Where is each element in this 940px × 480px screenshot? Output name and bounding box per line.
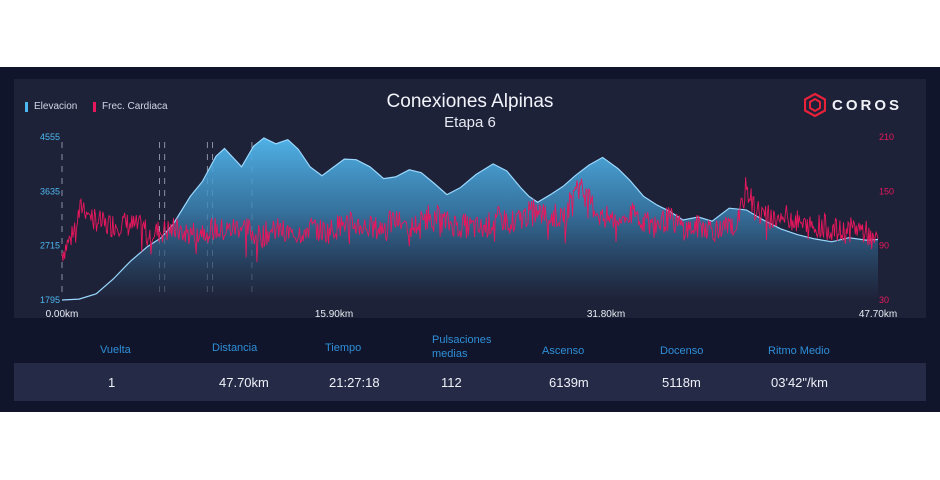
cell-pulsaciones: 112 bbox=[441, 375, 462, 390]
logo-text: COROS bbox=[832, 96, 903, 114]
y-left-tick-label: 1795 bbox=[40, 295, 60, 305]
coros-logo: COROS bbox=[804, 93, 902, 117]
y-right-tick-label: 150 bbox=[879, 186, 894, 196]
x-tick-label: 15.90km bbox=[315, 309, 353, 320]
table-row bbox=[14, 363, 926, 401]
series-layer bbox=[61, 137, 879, 301]
header-pulsaciones: Pulsaciones medias bbox=[432, 334, 492, 360]
header-ritmo: Ritmo Medio bbox=[768, 345, 830, 357]
elevation-line bbox=[61, 137, 879, 301]
cell-distancia: 47.70km bbox=[219, 375, 269, 390]
legend-heart-rate: Frec. Cardiaca bbox=[93, 101, 168, 112]
cell-tiempo: 21:27:18 bbox=[329, 375, 380, 390]
cell-docenso: 5118m bbox=[662, 375, 701, 390]
y-left-tick-label: 3635 bbox=[40, 186, 60, 196]
header-vuelta: Vuelta bbox=[100, 344, 131, 356]
y-right-tick-label: 30 bbox=[879, 295, 889, 305]
header-docenso: Docenso bbox=[660, 345, 704, 357]
axis-layer: 4555 3635 2715 1795 210 150 90 30 0.00km 15.90km 3… bbox=[40, 132, 897, 320]
cell-ritmo: 03'42"/km bbox=[771, 375, 828, 390]
chart-title: Conexiones Alpinas bbox=[386, 91, 554, 112]
y-right-tick-label: 210 bbox=[879, 132, 894, 142]
legend-elevation: Elevacion bbox=[25, 101, 77, 112]
coros-hexagon-icon bbox=[804, 93, 826, 117]
y-left-tick-label: 4555 bbox=[40, 132, 60, 142]
chart-subtitle: Etapa 6 bbox=[444, 114, 496, 131]
header-tiempo: Tiempo bbox=[325, 342, 362, 354]
y-right-tick-label: 90 bbox=[879, 241, 889, 251]
heart-rate-line bbox=[61, 177, 879, 263]
legend-heart-rate-label: Frec. Cardiaca bbox=[102, 101, 168, 112]
cell-ascenso: 6139m bbox=[549, 375, 589, 390]
x-tick-label: 0.00km bbox=[46, 309, 79, 320]
x-tick-label: 47.70km bbox=[859, 309, 897, 320]
x-tick-label: 31.80km bbox=[587, 309, 625, 320]
legend-elevation-swatch bbox=[25, 101, 28, 112]
header-ascenso: Ascenso bbox=[542, 345, 585, 357]
header-distancia: Distancia bbox=[212, 342, 258, 354]
y-left-tick-label: 2715 bbox=[40, 241, 60, 251]
legend-heart-rate-swatch bbox=[93, 101, 96, 112]
cell-vuelta: 1 bbox=[108, 375, 116, 390]
legend-elevation-label: Elevacion bbox=[34, 101, 78, 112]
